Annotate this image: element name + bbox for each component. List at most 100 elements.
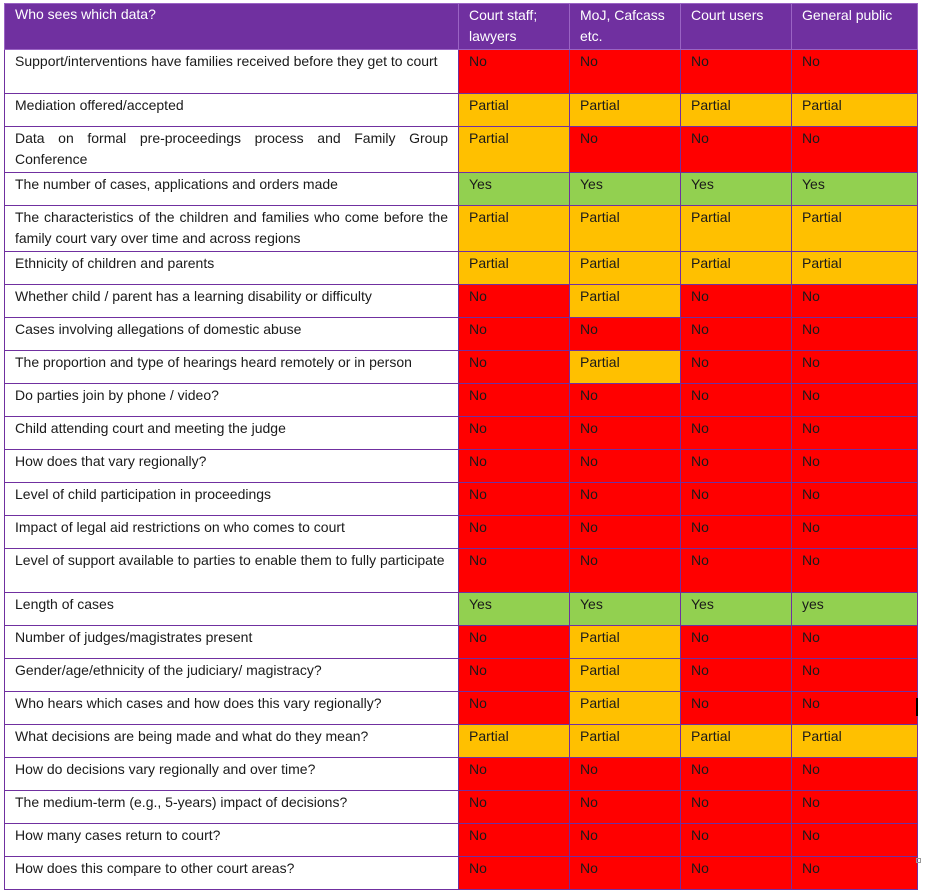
cell-court-staff: Partial — [458, 724, 570, 758]
row-question: Child attending court and meeting the ju… — [4, 416, 459, 450]
cell-court-users: No — [680, 658, 792, 692]
cell-court-users: Partial — [680, 93, 792, 127]
cell-court-staff: No — [458, 658, 570, 692]
table-row: How do decisions vary regionally and ove… — [4, 757, 918, 791]
table-row: How does this compare to other court are… — [4, 856, 918, 890]
row-question: The number of cases, applications and or… — [4, 172, 459, 206]
cell-court-users: No — [680, 856, 792, 890]
cell-court-users: No — [680, 126, 792, 173]
row-question: Who hears which cases and how does this … — [4, 691, 459, 725]
table-row: The medium-term (e.g., 5-years) impact o… — [4, 790, 918, 824]
cell-court-users: Yes — [680, 592, 792, 626]
cell-court-staff: No — [458, 757, 570, 791]
table-row: How many cases return to court? No No No No — [4, 823, 918, 857]
cell-court-users: No — [680, 691, 792, 725]
header-row: Who sees which data? Court staff; lawyer… — [4, 3, 918, 50]
cell-general-public: Partial — [791, 251, 918, 285]
cell-court-users: No — [680, 317, 792, 351]
row-question: Gender/age/ethnicity of the judiciary/ m… — [4, 658, 459, 692]
cell-moj-cafcass: No — [569, 383, 681, 417]
row-question: Do parties join by phone / video? — [4, 383, 459, 417]
cell-court-users: No — [680, 350, 792, 384]
cell-court-staff: Yes — [458, 172, 570, 206]
cell-general-public: No — [791, 625, 918, 659]
cell-general-public: No — [791, 823, 918, 857]
cell-general-public: No — [791, 284, 918, 318]
cell-general-public: yes — [791, 592, 918, 626]
cell-court-users: No — [680, 823, 792, 857]
table-row: Mediation offered/accepted Partial Partial… — [4, 93, 918, 127]
cell-court-users: Partial — [680, 251, 792, 285]
resize-handle[interactable] — [916, 858, 921, 863]
cell-court-staff: Partial — [458, 93, 570, 127]
table-row: Ethnicity of children and parents Partial… — [4, 251, 918, 285]
row-question: Length of cases — [4, 592, 459, 626]
cell-general-public: Partial — [791, 93, 918, 127]
row-question: Support/interventions have families rece… — [4, 49, 459, 94]
cell-moj-cafcass: No — [569, 757, 681, 791]
header-moj-cafcass: MoJ, Cafcass etc. — [569, 3, 681, 50]
cell-moj-cafcass: No — [569, 823, 681, 857]
row-question: Number of judges/magistrates present — [4, 625, 459, 659]
table-row: Gender/age/ethnicity of the judiciary/ m… — [4, 658, 918, 692]
cell-court-staff: No — [458, 548, 570, 593]
cell-moj-cafcass: No — [569, 49, 681, 94]
row-question: The proportion and type of hearings hear… — [4, 350, 459, 384]
cell-general-public: No — [791, 317, 918, 351]
cell-court-users: Partial — [680, 205, 792, 252]
cell-court-staff: Partial — [458, 205, 570, 252]
table-row: Length of cases Yes Yes Yes yes — [4, 592, 918, 626]
table-body: Support/interventions have families rece… — [4, 49, 918, 890]
cell-court-users: No — [680, 548, 792, 593]
cell-court-staff: No — [458, 49, 570, 94]
table-row: The number of cases, applications and or… — [4, 172, 918, 206]
row-question: The medium-term (e.g., 5-years) impact o… — [4, 790, 459, 824]
row-question: Cases involving allegations of domestic … — [4, 317, 459, 351]
row-question: Whether child / parent has a learning di… — [4, 284, 459, 318]
cell-general-public: No — [791, 548, 918, 593]
cell-general-public: Yes — [791, 172, 918, 206]
cell-general-public: No — [791, 691, 918, 725]
row-question: How does this compare to other court are… — [4, 856, 459, 890]
cell-court-staff: No — [458, 691, 570, 725]
table-row: Data on formal pre-proceedings process a… — [4, 126, 918, 173]
cell-general-public: No — [791, 416, 918, 450]
cell-general-public: No — [791, 482, 918, 516]
cell-moj-cafcass: Partial — [569, 724, 681, 758]
cell-court-staff: Partial — [458, 126, 570, 173]
cell-moj-cafcass: Partial — [569, 691, 681, 725]
cell-moj-cafcass: Yes — [569, 172, 681, 206]
cell-court-staff: No — [458, 416, 570, 450]
cell-moj-cafcass: No — [569, 482, 681, 516]
cell-general-public: No — [791, 449, 918, 483]
row-question: Mediation offered/accepted — [4, 93, 459, 127]
cell-moj-cafcass: Partial — [569, 350, 681, 384]
table-row: Child attending court and meeting the ju… — [4, 416, 918, 450]
row-question: Data on formal pre-proceedings process a… — [4, 126, 459, 173]
table-row: What decisions are being made and what d… — [4, 724, 918, 758]
table-row: Who hears which cases and how does this … — [4, 691, 918, 725]
cell-court-staff: No — [458, 284, 570, 318]
cell-court-users: No — [680, 790, 792, 824]
table-row: Level of child participation in proceedi… — [4, 482, 918, 516]
cell-general-public: No — [791, 126, 918, 173]
cell-general-public: No — [791, 515, 918, 549]
cell-court-users: No — [680, 416, 792, 450]
cell-court-users: No — [680, 625, 792, 659]
data-access-table: Who sees which data? Court staff; lawyer… — [4, 3, 918, 890]
cell-court-staff: No — [458, 625, 570, 659]
table-row: Number of judges/magistrates present No Pa… — [4, 625, 918, 659]
cell-court-users: No — [680, 49, 792, 94]
cell-court-staff: No — [458, 350, 570, 384]
cell-court-staff: Yes — [458, 592, 570, 626]
table-row: How does that vary regionally? No No No No — [4, 449, 918, 483]
table-row: Whether child / parent has a learning di… — [4, 284, 918, 318]
cell-general-public: No — [791, 790, 918, 824]
cell-court-users: No — [680, 482, 792, 516]
table-row: Cases involving allegations of domestic … — [4, 317, 918, 351]
row-question: What decisions are being made and what d… — [4, 724, 459, 758]
cell-general-public: Partial — [791, 205, 918, 252]
cell-court-users: No — [680, 284, 792, 318]
header-court-staff: Court staff; lawyers — [458, 3, 570, 50]
header-court-users: Court users — [680, 3, 792, 50]
